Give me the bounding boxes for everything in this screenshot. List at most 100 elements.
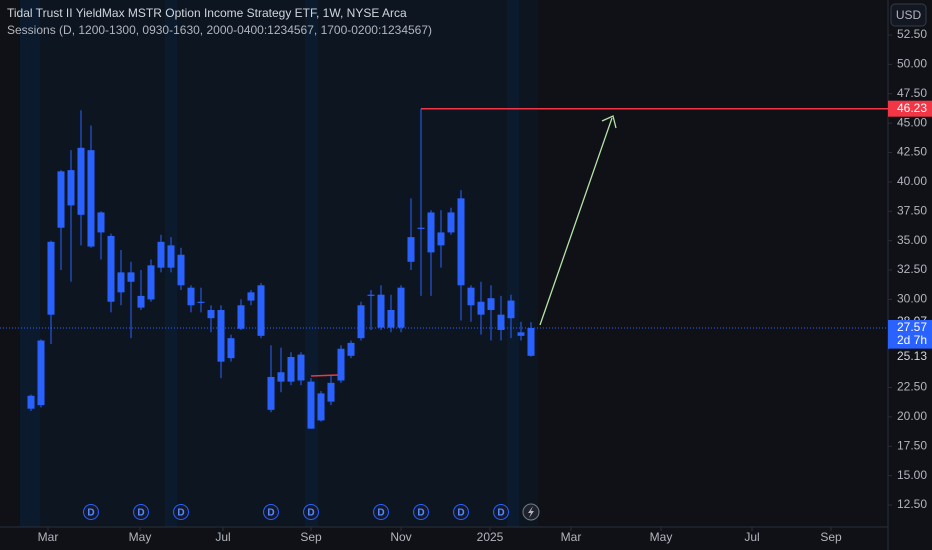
- y-tick-label: 50.00: [897, 57, 927, 71]
- candle-body: [177, 254, 185, 286]
- candle-body: [97, 212, 105, 233]
- candle-body: [367, 294, 375, 296]
- price-label: 25.13: [897, 349, 927, 363]
- candle-body: [287, 356, 295, 382]
- candle-body: [57, 171, 65, 228]
- y-tick-label: 17.50: [897, 438, 927, 452]
- candle-body: [37, 340, 45, 406]
- candle-body: [497, 314, 505, 330]
- y-tick-label: 35.00: [897, 233, 927, 247]
- candle-body: [167, 245, 175, 268]
- candle-body: [347, 342, 355, 356]
- y-tick-label: 32.50: [897, 262, 927, 276]
- candle-body: [467, 287, 475, 306]
- y-tick-label: 40.00: [897, 174, 927, 188]
- dividend-marker[interactable]: [453, 504, 469, 520]
- y-tick-label: 52.50: [897, 27, 927, 41]
- chart-subtitle: Sessions (D, 1200-1300, 0930-1630, 2000-…: [7, 23, 432, 37]
- price-axis: [888, 0, 932, 550]
- currency: USD: [896, 8, 922, 22]
- candle-body: [117, 272, 125, 293]
- candle-body: [397, 287, 405, 328]
- dividend-label: D: [267, 508, 274, 519]
- candle-body: [357, 305, 365, 339]
- candle-body: [227, 338, 235, 359]
- candle-body: [107, 235, 115, 302]
- candle-body: [127, 272, 135, 282]
- y-tick-label: 47.50: [897, 86, 927, 100]
- candle-body: [327, 382, 335, 402]
- candle-body: [267, 376, 275, 410]
- countdown: 2d 7h: [897, 333, 927, 347]
- candle-body: [87, 150, 95, 247]
- candle-body: [387, 309, 395, 328]
- dividend-marker[interactable]: [303, 504, 319, 520]
- candle-body: [67, 170, 75, 206]
- candle-body: [437, 232, 445, 246]
- plot: [27, 108, 535, 429]
- dividend-marker[interactable]: [173, 504, 189, 520]
- session-band: [305, 0, 318, 527]
- currency-button[interactable]: [890, 3, 927, 27]
- drawn-line: [310, 374, 339, 377]
- candle-body: [47, 241, 55, 315]
- candle-body: [337, 348, 345, 381]
- x-tick-label: Sep: [300, 530, 322, 544]
- candle-body: [507, 300, 515, 319]
- candle-body: [137, 295, 145, 308]
- session-band: [507, 0, 519, 527]
- candle-body: [417, 227, 425, 229]
- dividend-marker[interactable]: [413, 504, 429, 520]
- candle-body: [217, 309, 225, 362]
- x-tick-label: 2025: [477, 530, 504, 544]
- y-tick-label: 42.50: [897, 145, 927, 159]
- dividend-marker[interactable]: [83, 504, 99, 520]
- y-tick-label: 37.50: [897, 203, 927, 217]
- x-tick-label: May: [650, 530, 673, 544]
- dividend-marker[interactable]: [493, 504, 509, 520]
- arrow-line: [539, 117, 613, 326]
- candle-body: [77, 147, 85, 215]
- chart-title: Tidal Trust II YieldMax MSTR Option Inco…: [7, 6, 407, 20]
- x-tick-label: Sep: [820, 530, 842, 544]
- candle-body: [157, 241, 165, 268]
- candle-body: [247, 292, 255, 301]
- candle-body: [407, 237, 415, 262]
- candle-body: [237, 305, 245, 329]
- dividend-label: D: [307, 508, 314, 519]
- price-label-box: [889, 348, 932, 365]
- dividend-label: D: [377, 508, 384, 519]
- dividend-marker[interactable]: [263, 504, 279, 520]
- lightning-icon: [528, 506, 534, 518]
- dividend-label: D: [417, 508, 424, 519]
- candle-body: [527, 327, 535, 356]
- x-tick-label: Mar: [38, 530, 59, 544]
- dividend-label: D: [87, 508, 94, 519]
- session-band: [20, 0, 40, 527]
- y-tick-label: 15.00: [897, 468, 927, 482]
- dividend-marker[interactable]: [373, 504, 389, 520]
- dividend-label: D: [497, 508, 504, 519]
- candle-body: [457, 198, 465, 286]
- candle-body: [487, 298, 495, 310]
- dividend-label: D: [457, 508, 464, 519]
- price-label-box: [888, 100, 932, 117]
- candle-body: [257, 285, 265, 336]
- candle-body: [307, 381, 315, 429]
- candle-body: [187, 287, 195, 306]
- y-tick-label: 30.00: [897, 292, 927, 306]
- x-tick-label: Jul: [744, 530, 759, 544]
- y-tick-label: 45.00: [897, 115, 927, 129]
- dividend-marker[interactable]: [133, 504, 149, 520]
- price-label: 46.23: [897, 101, 927, 115]
- price-label-box: [888, 319, 932, 349]
- dividend-label: D: [177, 508, 184, 519]
- candle-body: [147, 265, 155, 300]
- x-tick-label: Nov: [390, 530, 411, 544]
- price-label: 27.57: [897, 320, 927, 334]
- arrow-head: [601, 115, 617, 129]
- y-tick-label: 20.00: [897, 409, 927, 423]
- candle-body: [477, 301, 485, 315]
- session-region: [20, 0, 538, 527]
